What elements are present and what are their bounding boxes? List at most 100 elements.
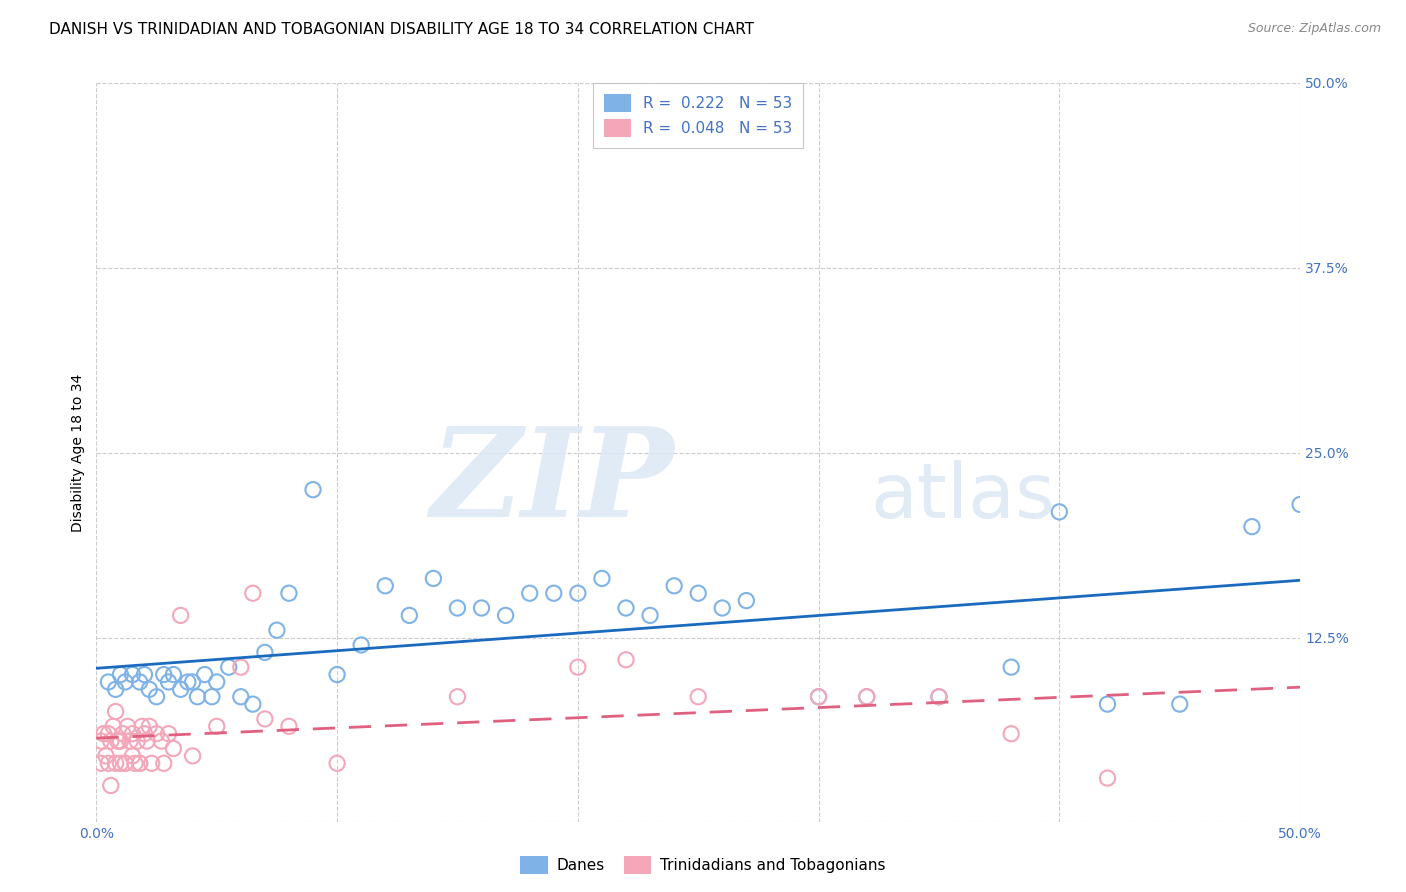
Point bbox=[855, 690, 877, 704]
Point bbox=[1240, 519, 1263, 533]
Point bbox=[141, 756, 163, 771]
Point bbox=[124, 756, 146, 771]
Point bbox=[591, 571, 613, 585]
Point bbox=[201, 690, 224, 704]
Point bbox=[302, 483, 325, 497]
Point bbox=[104, 756, 127, 771]
Point bbox=[169, 682, 191, 697]
Point bbox=[90, 734, 112, 748]
Point bbox=[138, 719, 160, 733]
Point bbox=[103, 719, 125, 733]
Point bbox=[135, 734, 157, 748]
Point bbox=[326, 756, 349, 771]
Point bbox=[131, 719, 153, 733]
Point bbox=[152, 756, 174, 771]
Point bbox=[97, 727, 120, 741]
Point bbox=[93, 727, 115, 741]
Point bbox=[735, 593, 758, 607]
Point bbox=[162, 667, 184, 681]
Point bbox=[1000, 727, 1022, 741]
Point bbox=[114, 756, 136, 771]
Point bbox=[107, 734, 129, 748]
Point bbox=[662, 579, 685, 593]
Point bbox=[128, 675, 150, 690]
Point bbox=[138, 682, 160, 697]
Point bbox=[169, 608, 191, 623]
Point bbox=[100, 779, 122, 793]
Point bbox=[326, 667, 349, 681]
Point bbox=[205, 675, 228, 690]
Point bbox=[422, 571, 444, 585]
Point bbox=[928, 690, 950, 704]
Point bbox=[181, 675, 204, 690]
Point bbox=[152, 667, 174, 681]
Point bbox=[121, 727, 143, 741]
Point bbox=[688, 586, 710, 600]
Point bbox=[446, 601, 468, 615]
Point bbox=[194, 667, 217, 681]
Point bbox=[117, 719, 139, 733]
Point bbox=[519, 586, 541, 600]
Point bbox=[128, 756, 150, 771]
Point bbox=[157, 675, 180, 690]
Point bbox=[120, 734, 142, 748]
Point bbox=[398, 608, 420, 623]
Point bbox=[495, 608, 517, 623]
Point bbox=[97, 675, 120, 690]
Point bbox=[807, 690, 830, 704]
Point bbox=[1097, 697, 1119, 711]
Point bbox=[177, 675, 200, 690]
Point bbox=[928, 690, 950, 704]
Point bbox=[134, 727, 156, 741]
Point bbox=[278, 719, 301, 733]
Point bbox=[1000, 660, 1022, 674]
Point bbox=[111, 727, 134, 741]
Point bbox=[614, 653, 637, 667]
Point bbox=[1289, 498, 1312, 512]
Point bbox=[162, 741, 184, 756]
Point bbox=[253, 712, 276, 726]
Point bbox=[110, 667, 132, 681]
Point bbox=[150, 734, 173, 748]
Legend: Danes, Trinidadians and Tobagonians: Danes, Trinidadians and Tobagonians bbox=[515, 850, 891, 880]
Y-axis label: Disability Age 18 to 34: Disability Age 18 to 34 bbox=[72, 374, 86, 532]
Text: DANISH VS TRINIDADIAN AND TOBAGONIAN DISABILITY AGE 18 TO 34 CORRELATION CHART: DANISH VS TRINIDADIAN AND TOBAGONIAN DIS… bbox=[49, 22, 755, 37]
Point bbox=[181, 748, 204, 763]
Point bbox=[134, 667, 156, 681]
Point bbox=[446, 690, 468, 704]
Point bbox=[100, 734, 122, 748]
Point bbox=[374, 579, 396, 593]
Point bbox=[1097, 771, 1119, 785]
Point bbox=[94, 748, 117, 763]
Point bbox=[218, 660, 240, 674]
Point bbox=[1047, 505, 1070, 519]
Point bbox=[90, 756, 112, 771]
Point bbox=[114, 756, 136, 771]
Point bbox=[157, 727, 180, 741]
Text: atlas: atlas bbox=[870, 460, 1056, 534]
Point bbox=[128, 756, 150, 771]
Point bbox=[567, 586, 589, 600]
Text: Source: ZipAtlas.com: Source: ZipAtlas.com bbox=[1247, 22, 1381, 36]
Point bbox=[205, 719, 228, 733]
Point bbox=[807, 690, 830, 704]
Point bbox=[121, 748, 143, 763]
Point bbox=[107, 734, 129, 748]
Point bbox=[688, 690, 710, 704]
Point bbox=[242, 586, 264, 600]
Point bbox=[127, 734, 149, 748]
Point bbox=[543, 586, 565, 600]
Point bbox=[567, 660, 589, 674]
Point bbox=[104, 705, 127, 719]
Point bbox=[145, 690, 167, 704]
Point bbox=[253, 645, 276, 659]
Point bbox=[1168, 697, 1191, 711]
Point bbox=[470, 601, 492, 615]
Point bbox=[614, 601, 637, 615]
Point bbox=[711, 601, 734, 615]
Text: ZIP: ZIP bbox=[430, 422, 673, 543]
Point bbox=[350, 638, 373, 652]
Point bbox=[278, 586, 301, 600]
Point bbox=[855, 690, 877, 704]
Point bbox=[229, 690, 252, 704]
